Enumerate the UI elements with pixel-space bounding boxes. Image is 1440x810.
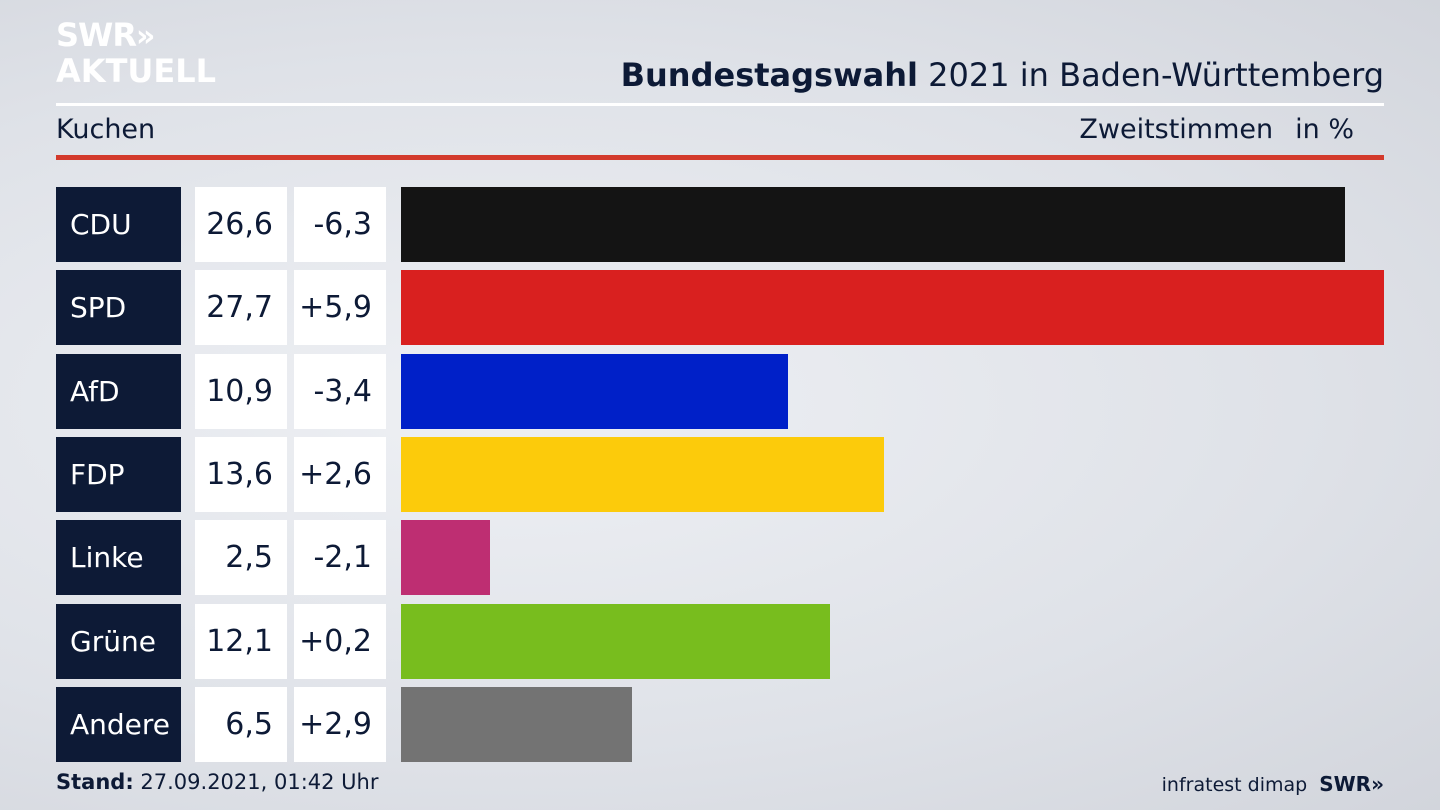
- bar: [401, 520, 490, 596]
- timestamp: Stand: 27.09.2021, 01:42 Uhr: [56, 770, 379, 794]
- logo-swr-text: SWR: [56, 16, 137, 54]
- value-label: 27,7: [195, 270, 287, 346]
- bar-row: Andere 6,5 +2,9: [0, 686, 1440, 762]
- party-label: AfD: [56, 353, 181, 429]
- bar-row: AfD 10,9 -3,4: [0, 353, 1440, 429]
- party-label: Grüne: [56, 603, 181, 679]
- chart-subtitle: Kuchen: [56, 114, 156, 145]
- party-label: Linke: [56, 520, 181, 596]
- measure-label: Zweitstimmen in %: [1079, 114, 1354, 145]
- change-label: +2,6: [294, 436, 386, 512]
- change-label: +2,9: [294, 686, 386, 762]
- value-label: 6,5: [195, 686, 287, 762]
- bar-row: FDP 13,6 +2,6: [0, 436, 1440, 512]
- bar: [401, 353, 788, 429]
- bar-row: SPD 27,7 +5,9: [0, 270, 1440, 346]
- value-label: 13,6: [195, 436, 287, 512]
- value-label: 10,9: [195, 353, 287, 429]
- stand-value: 27.09.2021, 01:42 Uhr: [133, 770, 379, 794]
- chart-title-bold: Bundestagswahl: [620, 56, 918, 94]
- chart-title: Bundestagswahl 2021 in Baden-Württemberg: [621, 56, 1384, 94]
- bar: [401, 270, 1384, 346]
- value-label: 2,5: [195, 520, 287, 596]
- measure-text: Zweitstimmen: [1079, 114, 1274, 145]
- header-divider: [56, 103, 1384, 106]
- change-label: -2,1: [294, 520, 386, 596]
- stand-label: Stand:: [56, 770, 134, 794]
- change-label: +5,9: [294, 270, 386, 346]
- bar: [401, 686, 632, 762]
- bar-row: Linke 2,5 -2,1: [0, 520, 1440, 596]
- bar: [401, 436, 884, 512]
- bar-row: CDU 26,6 -6,3: [0, 187, 1440, 262]
- value-label: 26,6: [195, 187, 287, 262]
- change-label: +0,2: [294, 603, 386, 679]
- swr-aktuell-logo: SWR» AKTUELL: [56, 18, 216, 88]
- bar-row: Grüne 12,1 +0,2: [0, 603, 1440, 679]
- source-text: infratest dimap: [1161, 774, 1308, 796]
- party-label: FDP: [56, 436, 181, 512]
- bar: [401, 603, 831, 679]
- party-label: CDU: [56, 187, 181, 262]
- source-credit: infratest dimap SWR»: [1162, 772, 1384, 796]
- unit-text: in %: [1295, 114, 1354, 145]
- change-label: -6,3: [294, 187, 386, 262]
- chart-title-rest: 2021 in Baden-Württemberg: [917, 56, 1384, 94]
- value-label: 12,1: [195, 603, 287, 679]
- party-label: SPD: [56, 270, 181, 346]
- accent-divider: [56, 155, 1384, 160]
- bar: [401, 187, 1345, 262]
- party-label: Andere: [56, 686, 181, 762]
- logo-aktuell-text: AKTUELL: [56, 52, 217, 90]
- change-label: -3,4: [294, 353, 386, 429]
- swr-logo: SWR»: [1319, 772, 1384, 796]
